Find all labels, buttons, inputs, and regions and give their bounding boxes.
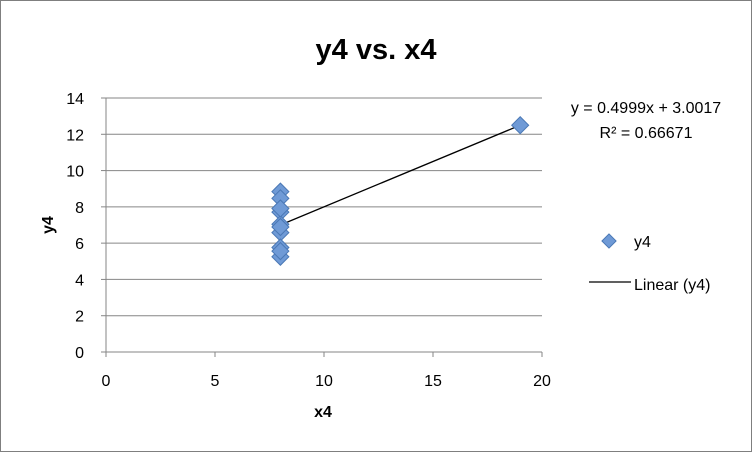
y-tick-label-4: 4 <box>75 272 84 289</box>
data-point <box>271 199 290 218</box>
legend-label-series: y4 <box>634 234 651 251</box>
y-tick-label-0: 0 <box>75 345 84 362</box>
x-tick-label-20: 20 <box>533 373 551 390</box>
data-point <box>511 116 530 135</box>
y-axis-label: y4 <box>40 216 57 234</box>
data-point <box>271 189 290 208</box>
y-tick-label-2: 2 <box>75 309 84 326</box>
axes <box>101 97 543 357</box>
x-axis-label: x4 <box>314 404 332 421</box>
x-tick-label-10: 10 <box>315 373 333 390</box>
data-points <box>271 116 530 266</box>
y-tick-label-10: 10 <box>66 164 84 181</box>
legend: y4 Linear (y4) <box>589 233 710 294</box>
y-tick-label-14: 14 <box>66 91 84 108</box>
x-tick-label-15: 15 <box>424 373 442 390</box>
chart-title: y4 vs. x4 <box>316 34 437 66</box>
trendline-equation: y = 0.4999x + 3.0017 <box>571 100 721 117</box>
y-tick-label-6: 6 <box>75 236 84 253</box>
y-tick-label-8: 8 <box>75 200 84 217</box>
x-tick-label-0: 0 <box>102 373 111 390</box>
data-point <box>271 217 290 237</box>
data-point <box>271 241 290 261</box>
trendline-r-squared: R² = 0.66671 <box>600 125 693 142</box>
x-tick-labels: 0 5 10 15 20 <box>102 373 551 390</box>
trendline-layer <box>280 124 521 226</box>
gridlines <box>106 97 542 317</box>
y-tick-labels: 0 2 4 6 8 10 12 14 <box>66 91 84 362</box>
legend-label-trendline: Linear (y4) <box>634 277 710 294</box>
legend-marker-y4 <box>601 233 617 249</box>
x-tick-label-5: 5 <box>211 373 220 390</box>
y-tick-label-12: 12 <box>66 127 84 144</box>
trendline <box>280 124 521 226</box>
